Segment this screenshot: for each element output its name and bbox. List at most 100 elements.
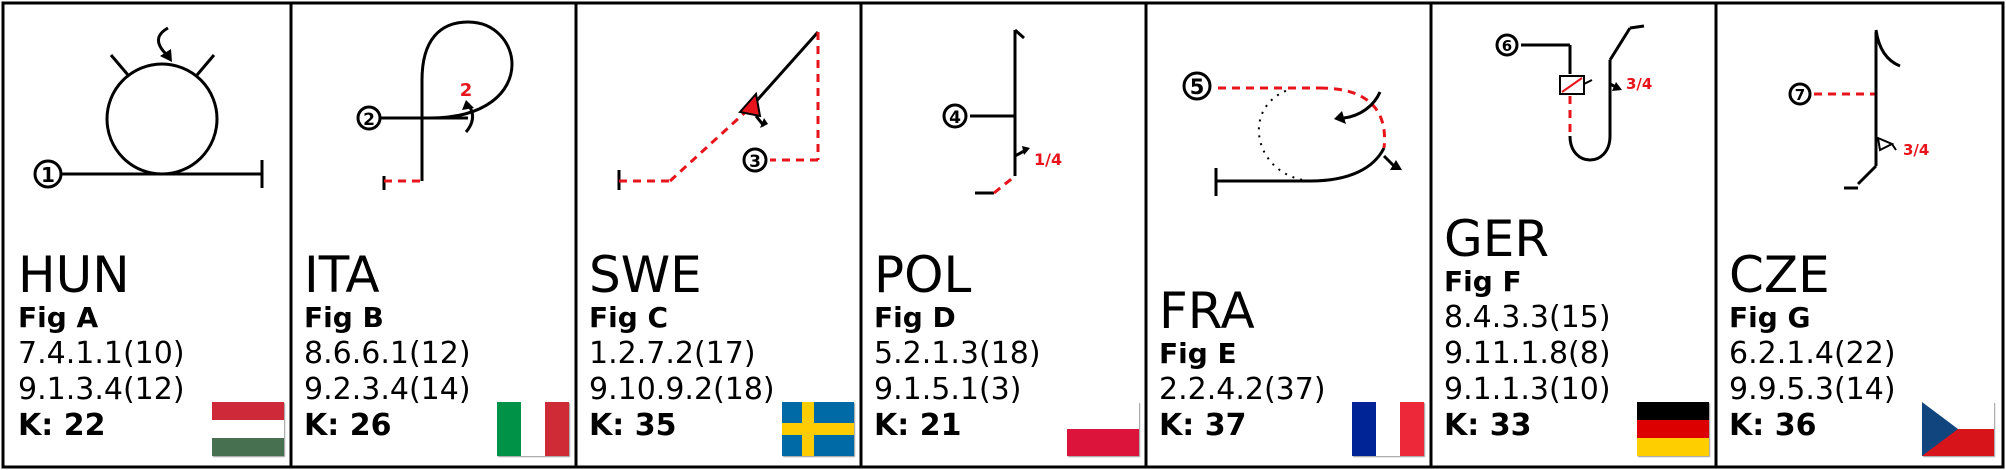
sweden-flag-icon [782, 402, 854, 456]
figure-g-roll-fraction: 3/4 [1903, 141, 1929, 159]
k-factor: K: 26 [304, 408, 392, 443]
figure-d-dashed-entry [993, 174, 1016, 195]
country-code: POL [874, 246, 972, 304]
figure-b-loop [420, 20, 514, 120]
k-factor: K: 35 [589, 408, 677, 443]
country-code: FRA [1159, 282, 1255, 340]
czech-flag-icon [1922, 402, 1994, 456]
figure-code: 7.4.1.1(10) [18, 336, 185, 371]
figure-code: 9.11.1.8(8) [1444, 336, 1611, 371]
figure-c-triangle [738, 91, 762, 118]
figure-c-dashed-climb [668, 104, 754, 183]
figure-d-marker: 4 [949, 108, 961, 128]
figure-code: 5.2.1.3(18) [874, 336, 1041, 371]
panel-hun: HUN Fig A 7.4.1.1(10) 9.1.3.4(12) K: 22 [18, 250, 185, 444]
figure-code: 9.1.1.3(10) [1444, 372, 1611, 407]
k-factor: K: 37 [1159, 408, 1247, 443]
figure-e-exit-mark [1382, 154, 1396, 168]
figure-code: 8.6.6.1(12) [304, 336, 471, 371]
figure-e-exit-arrowhead [1390, 160, 1402, 170]
figure-e-arrowhead [1334, 111, 1346, 124]
figure-c-solid-climb [750, 31, 820, 107]
figure-g-exit [1856, 164, 1878, 186]
figure-code: 1.2.7.2(17) [589, 336, 756, 371]
figure-a-loop [105, 62, 219, 176]
figure-c-marker: 3 [749, 152, 761, 172]
figure-f-marker-circle [1495, 33, 1519, 57]
figure-e-dashed-curve [1319, 86, 1387, 149]
figure-b-diagram [356, 20, 514, 190]
figure-g-marker: 7 [1795, 86, 1805, 104]
figure-e-marker: 5 [1190, 75, 1205, 99]
figure-e-marker-circle [1182, 71, 1212, 101]
figure-f-exit [1608, 27, 1632, 61]
figure-g-humpty-curve [1874, 29, 1901, 68]
panel-ita: ITA Fig B 8.6.6.1(12) 9.2.3.4(14) K: 26 [304, 250, 471, 444]
figure-code: 9.2.3.4(14) [304, 372, 471, 407]
k-factor: K: 36 [1729, 408, 1817, 443]
country-code: HUN [18, 246, 130, 304]
figure-label: Fig F [1444, 265, 1522, 298]
panel-fra: FRA Fig E 2.2.4.2(37) K: 37 [1159, 286, 1326, 444]
figure-e-diagram [1182, 71, 1402, 196]
figure-f-snap-mark [1583, 79, 1593, 85]
panel-swe: SWE Fig C 1.2.7.2(17) 9.10.9.2(18) K: 35 [589, 250, 775, 444]
figure-code: 9.9.5.3(14) [1729, 372, 1896, 407]
country-code: GER [1444, 210, 1550, 268]
figure-a-marker-circle [33, 159, 63, 189]
figure-a-tick-right [195, 54, 216, 76]
figure-d-diagram [942, 28, 1030, 195]
figure-c-diagram [617, 31, 820, 190]
figure-label: Fig C [589, 301, 669, 334]
figure-c-roll-arrowhead [760, 118, 768, 128]
figure-a-spin-arrow [157, 26, 169, 56]
poland-flag-icon [1067, 402, 1139, 456]
k-factor: K: 22 [18, 408, 106, 443]
figure-b-roll-fraction: 2 [460, 80, 473, 101]
figure-g-roll-mark [1891, 143, 1897, 151]
figure-b-marker-circle [356, 105, 382, 131]
figure-d-roll-arrowhead [1022, 146, 1030, 155]
figure-f-diagram [1495, 24, 1645, 162]
panel-pol: POL Fig D 5.2.1.3(18) 9.1.5.1(3) K: 21 [874, 250, 1041, 444]
k-factor: K: 21 [874, 408, 962, 443]
figure-f-marker: 6 [1502, 37, 1512, 55]
figure-c-marker-circle [742, 147, 768, 173]
figure-code: 2.2.4.2(37) [1159, 372, 1326, 407]
figure-label: Fig A [18, 301, 99, 334]
panel-ger: GER Fig F 8.4.3.3(15) 9.11.1.8(8) 9.1.1.… [1444, 214, 1611, 444]
figure-code: 9.10.9.2(18) [589, 372, 775, 407]
country-code: SWE [589, 246, 702, 304]
figure-code: 9.1.3.4(12) [18, 372, 185, 407]
figure-label: Fig E [1159, 337, 1237, 370]
figure-a-diagram [33, 26, 264, 189]
figure-f-exit-tick [1629, 24, 1645, 30]
germany-flag-icon [1637, 402, 1709, 456]
figure-code: 9.1.5.1(3) [874, 372, 1022, 407]
italy-flag-icon [497, 402, 569, 456]
figure-label: Fig B [304, 301, 384, 334]
hungary-flag-icon [212, 402, 284, 456]
country-code: CZE [1729, 246, 1830, 304]
figure-a-tick-left [109, 54, 130, 76]
figure-b-roll-arrowhead [462, 100, 474, 110]
figure-b-marker: 2 [363, 110, 375, 130]
country-code: ITA [304, 246, 380, 304]
figure-d-top-tick [1014, 28, 1025, 40]
figure-a-marker: 1 [41, 163, 55, 187]
k-factor: K: 33 [1444, 408, 1532, 443]
figure-f-roll-fraction: 3/4 [1626, 75, 1652, 93]
figure-label: Fig G [1729, 301, 1811, 334]
figure-g-roll-triangle [1876, 136, 1895, 152]
figure-g-diagram [1788, 29, 1901, 190]
figure-code: 8.4.3.3(15) [1444, 300, 1611, 335]
figure-d-marker-circle [942, 103, 968, 129]
figure-f-snap-diagonal [1561, 77, 1583, 93]
figure-d-roll-fraction: 1/4 [1034, 150, 1062, 169]
figure-e-arrow-curve [1343, 91, 1382, 120]
figure-f-hook [1568, 60, 1612, 162]
figure-f-roll-arrowhead [1612, 82, 1622, 91]
